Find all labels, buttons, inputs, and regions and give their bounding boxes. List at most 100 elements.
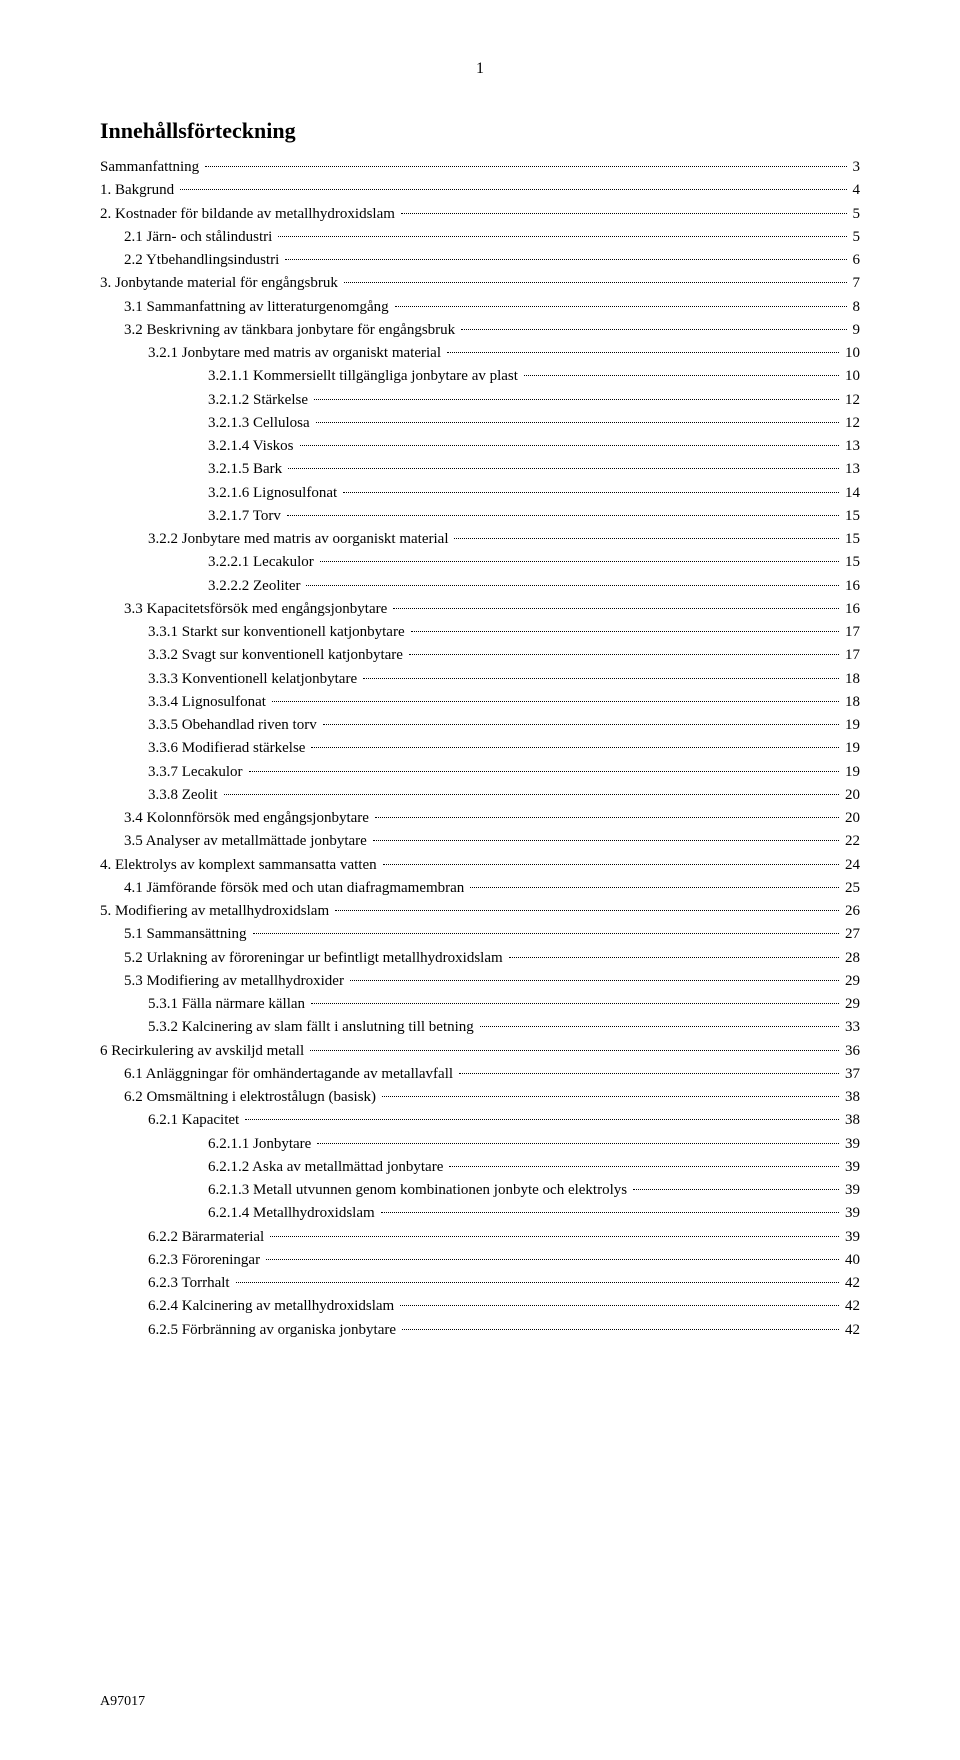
toc-dot-leader <box>383 864 839 865</box>
toc-entry: 3.3.2 Svagt sur konventionell katjonbyta… <box>100 644 860 667</box>
toc-entry-page: 9 <box>849 319 861 342</box>
toc-entry: 6.2.3 Torrhalt42 <box>100 1272 860 1295</box>
toc-entry-label: 3.3.7 Lecakulor <box>148 761 247 784</box>
toc-entry: 3.2.1 Jonbytare med matris av organiskt … <box>100 342 860 365</box>
toc-entry-page: 39 <box>841 1226 860 1249</box>
toc-dot-leader <box>311 1003 839 1004</box>
toc-entry-label: 3.2.1.5 Bark <box>208 458 286 481</box>
toc-entry-label: 3.3.5 Obehandlad riven torv <box>148 714 321 737</box>
toc-dot-leader <box>373 840 839 841</box>
toc-entry-page: 18 <box>841 691 860 714</box>
toc-dot-leader <box>253 933 840 934</box>
toc-entry: 6.2.3 Föroreningar 40 <box>100 1249 860 1272</box>
toc-entry-page: 40 <box>841 1249 860 1272</box>
toc-entry: 5.3.1 Fälla närmare källan29 <box>100 993 860 1016</box>
toc-entry-page: 14 <box>841 482 860 505</box>
toc-entry: 6.2.2 Bärarmaterial39 <box>100 1226 860 1249</box>
toc-entry-page: 16 <box>841 575 860 598</box>
toc-entry-page: 42 <box>841 1319 860 1342</box>
toc-title: Innehållsförteckning <box>100 118 860 144</box>
toc-dot-leader <box>306 585 839 586</box>
toc-entry-page: 39 <box>841 1202 860 1225</box>
toc-entry-label: 3.5 Analyser av metallmättade jonbytare <box>124 830 371 853</box>
toc-entry-page: 17 <box>841 621 860 644</box>
toc-dot-leader <box>310 1050 839 1051</box>
toc-entry: 3.3.6 Modifierad stärkelse19 <box>100 737 860 760</box>
toc-entry-label: 6.2.1.1 Jonbytare <box>208 1133 315 1156</box>
toc-entry-page: 38 <box>841 1109 860 1132</box>
toc-entry-page: 27 <box>841 923 860 946</box>
toc-entry-label: 6.2.1.2 Aska av metallmättad jonbytare <box>208 1156 447 1179</box>
toc-entry-page: 4 <box>849 179 861 202</box>
toc-entry: 3.2.1.2 Stärkelse12 <box>100 389 860 412</box>
toc-entry: 1. Bakgrund4 <box>100 179 860 202</box>
toc-entry-page: 39 <box>841 1156 860 1179</box>
toc-entry: 3.4 Kolonnförsök med engångsjonbytare 20 <box>100 807 860 830</box>
toc-entry-label: 3.3 Kapacitetsförsök med engångsjonbytar… <box>124 598 391 621</box>
toc-entry-label: 3.2 Beskrivning av tänkbara jonbytare fö… <box>124 319 459 342</box>
toc-entry-label: 6 Recirkulering av avskiljd metall <box>100 1040 308 1063</box>
toc-entry-label: 6.2.1 Kapacitet <box>148 1109 243 1132</box>
toc-entry-page: 12 <box>841 389 860 412</box>
toc-dot-leader <box>411 631 839 632</box>
toc-dot-leader <box>344 282 847 283</box>
toc-entry-page: 37 <box>841 1063 860 1086</box>
toc-dot-leader <box>266 1259 839 1260</box>
toc-entry-label: 3.3.4 Lignosulfonat <box>148 691 270 714</box>
toc-entry: 3.2.1.3 Cellulosa12 <box>100 412 860 435</box>
toc-dot-leader <box>320 561 839 562</box>
toc-entry-page: 13 <box>841 435 860 458</box>
toc-entry-label: 3.3.3 Konventionell kelatjonbytare <box>148 668 361 691</box>
toc-entry: 2.1 Järn- och stålindustri5 <box>100 226 860 249</box>
footer-code: A97017 <box>100 1694 145 1710</box>
toc-entry-page: 22 <box>841 830 860 853</box>
toc-entry-label: 3.2.1.4 Viskos <box>208 435 298 458</box>
toc-entry-page: 39 <box>841 1179 860 1202</box>
toc-entry-label: 4. Elektrolys av komplext sammansatta va… <box>100 854 381 877</box>
toc-dot-leader <box>381 1212 839 1213</box>
toc-entry-label: 3.2.1 Jonbytare med matris av organiskt … <box>148 342 445 365</box>
toc-entry: 3.2.2 Jonbytare med matris av oorganiskt… <box>100 528 860 551</box>
toc-dot-leader <box>393 608 839 609</box>
toc-entry-page: 15 <box>841 551 860 574</box>
toc-entry: 4. Elektrolys av komplext sammansatta va… <box>100 854 860 877</box>
toc-entry-page: 39 <box>841 1133 860 1156</box>
toc-entry-label: 3.2.2 Jonbytare med matris av oorganiskt… <box>148 528 452 551</box>
toc-entry: 3.2 Beskrivning av tänkbara jonbytare fö… <box>100 319 860 342</box>
toc-dot-leader <box>449 1166 839 1167</box>
toc-entry: 3. Jonbytande material för engångsbruk7 <box>100 272 860 295</box>
toc-entry-page: 26 <box>841 900 860 923</box>
toc-entry: 3.2.1.4 Viskos 13 <box>100 435 860 458</box>
toc-entry: 3.3.7 Lecakulor19 <box>100 761 860 784</box>
toc-dot-leader <box>395 306 847 307</box>
toc-entry-page: 19 <box>841 737 860 760</box>
toc-entry: 3.3.3 Konventionell kelatjonbytare 18 <box>100 668 860 691</box>
toc-entry-page: 20 <box>841 807 860 830</box>
toc-entry-label: 5. Modifiering av metallhydroxidslam <box>100 900 333 923</box>
toc-entry-label: 3. Jonbytande material för engångsbruk <box>100 272 342 295</box>
toc-entry-page: 18 <box>841 668 860 691</box>
toc-entry-label: 6.1 Anläggningar för omhändertagande av … <box>124 1063 457 1086</box>
toc-entry-label: 3.3.8 Zeolit <box>148 784 222 807</box>
toc-dot-leader <box>350 980 839 981</box>
toc-entry-page: 25 <box>841 877 860 900</box>
toc-dot-leader <box>343 492 839 493</box>
toc-entry: 3.2.1.7 Torv15 <box>100 505 860 528</box>
toc-entry-label: 4.1 Jämförande försök med och utan diafr… <box>124 877 468 900</box>
toc-entry-page: 29 <box>841 993 860 1016</box>
toc-entry: 6.2.1.3 Metall utvunnen genom kombinatio… <box>100 1179 860 1202</box>
toc-dot-leader <box>278 236 846 237</box>
toc-dot-leader <box>224 794 839 795</box>
toc-entry-label: 6.2.3 Föroreningar <box>148 1249 264 1272</box>
toc-entry-label: 3.1 Sammanfattning av litteraturgenomgån… <box>124 296 393 319</box>
toc-entry-label: 3.4 Kolonnförsök med engångsjonbytare <box>124 807 373 830</box>
toc-entry-page: 13 <box>841 458 860 481</box>
toc-entry: 3.2.1.1 Kommersiellt tillgängliga jonbyt… <box>100 365 860 388</box>
toc-dot-leader <box>524 375 839 376</box>
toc-entry: 4.1 Jämförande försök med och utan diafr… <box>100 877 860 900</box>
toc-dot-leader <box>300 445 839 446</box>
toc-dot-leader <box>375 817 839 818</box>
toc-entry: 2. Kostnader för bildande av metallhydro… <box>100 203 860 226</box>
toc-entry-page: 42 <box>841 1272 860 1295</box>
toc-entry-page: 15 <box>841 528 860 551</box>
